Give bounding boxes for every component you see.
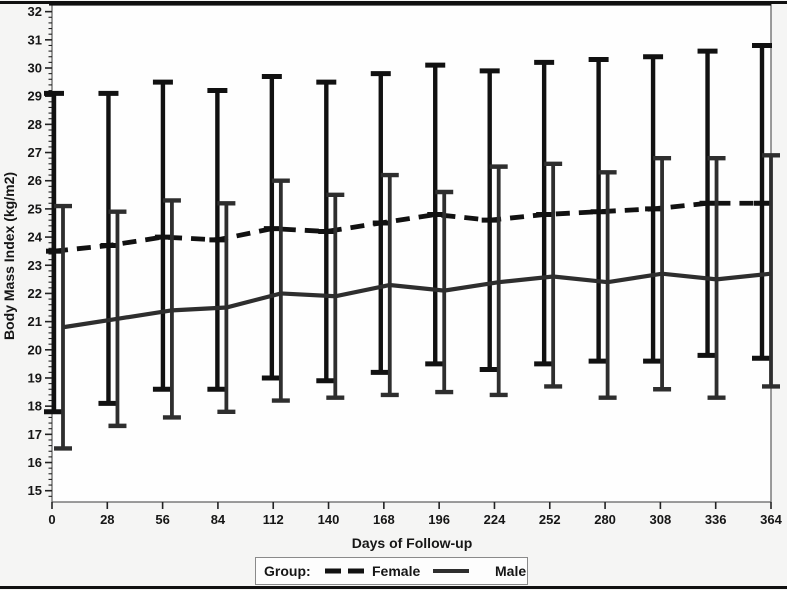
x-tick-label: 0 xyxy=(48,512,55,527)
y-tick-label: 17 xyxy=(28,427,42,442)
y-tick-label: 32 xyxy=(28,4,42,19)
y-tick-label: 24 xyxy=(28,230,43,245)
bmi-line-chart: 15 16 17 18 19 20 21 22 23 24 25 26 27 28 29 30 31 32 0 28… xyxy=(1,2,783,551)
x-tick-label: 364 xyxy=(760,512,782,527)
x-axis-ticks: 0 28 56 84 112 140 168 196 224 252 280 308 336 364 xyxy=(48,502,783,527)
y-tick-label: 30 xyxy=(28,61,42,76)
figure-top-border xyxy=(0,1,787,4)
y-tick-label: 22 xyxy=(28,286,42,301)
legend-entry-female: Female xyxy=(372,563,421,579)
y-tick-label: 23 xyxy=(28,258,42,273)
y-tick-label: 27 xyxy=(28,145,42,160)
y-tick-label: 19 xyxy=(28,370,42,385)
x-axis-title: Days of Follow-up xyxy=(352,535,473,551)
x-tick-label: 112 xyxy=(263,512,284,527)
x-tick-label: 196 xyxy=(428,512,450,527)
dash-segment-icon xyxy=(348,568,364,574)
x-tick-label: 168 xyxy=(373,512,395,527)
legend-group-label: Group: xyxy=(264,563,311,579)
y-axis-title: Body Mass Index (kg/m2) xyxy=(1,172,17,340)
y-tick-label: 26 xyxy=(28,173,42,188)
y-tick-label: 29 xyxy=(28,89,42,104)
y-tick-label: 20 xyxy=(28,342,42,357)
x-tick-label: 140 xyxy=(318,512,340,527)
y-tick-label: 25 xyxy=(28,201,42,216)
male-solid-line-sample xyxy=(433,569,469,573)
y-axis-ticks: 15 16 17 18 19 20 21 22 23 24 25 26 27 28 29 30 31 32 xyxy=(28,4,52,498)
y-tick-label: 18 xyxy=(28,399,42,414)
y-tick-label: 31 xyxy=(28,32,42,47)
figure-bottom-border xyxy=(0,586,787,589)
x-tick-label: 252 xyxy=(539,512,561,527)
y-tick-label: 28 xyxy=(28,117,42,132)
x-tick-label: 84 xyxy=(211,512,226,527)
solid-segment-icon xyxy=(433,569,469,573)
dash-segment-icon xyxy=(325,568,341,574)
x-tick-label: 308 xyxy=(650,512,672,527)
x-tick-label: 336 xyxy=(705,512,727,527)
y-tick-label: 16 xyxy=(28,455,42,470)
legend: Group: Female Male xyxy=(255,557,528,585)
y-tick-label: 15 xyxy=(28,483,42,498)
male-series xyxy=(54,153,780,451)
x-tick-label: 28 xyxy=(100,512,114,527)
data-series xyxy=(44,42,780,451)
x-tick-label: 56 xyxy=(155,512,169,527)
y-tick-label: 21 xyxy=(28,314,42,329)
female-dashed-line-sample xyxy=(325,568,364,574)
x-tick-label: 224 xyxy=(484,512,506,527)
x-tick-label: 280 xyxy=(594,512,616,527)
legend-entry-male: Male xyxy=(495,563,527,579)
